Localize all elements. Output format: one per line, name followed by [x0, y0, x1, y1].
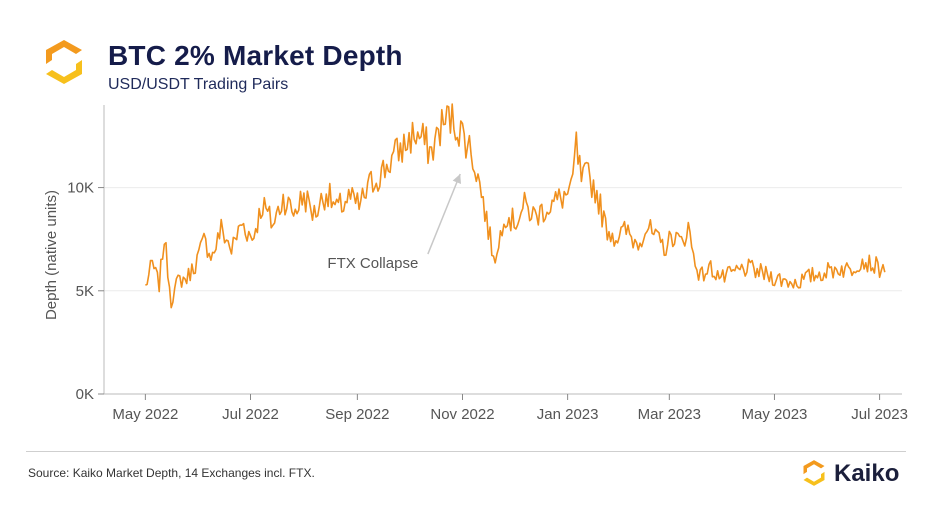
gridlines — [104, 187, 902, 292]
y-tick-label: 0K — [76, 386, 94, 403]
x-tick-label: Jul 2022 — [222, 406, 279, 423]
y-tick-label: 5K — [76, 283, 94, 300]
kaiko-logo-icon — [46, 40, 82, 84]
axes — [103, 105, 902, 395]
brand-name: Kaiko — [834, 460, 900, 487]
footer-divider — [26, 451, 906, 452]
kaiko-hexagon-icon — [803, 460, 825, 486]
annotation-layer: FTX Collapse — [327, 173, 462, 272]
y-tick-labels: 0K 5K 10K — [67, 180, 104, 403]
x-tick-labels: May 2022 Jul 2022 Sep 2022 Nov 2022 Jan 2023… — [112, 394, 908, 423]
x-tick-label: Mar 2023 — [638, 406, 701, 423]
logo-orange-segment — [46, 40, 82, 64]
x-tick-label: Jul 2023 — [851, 406, 908, 423]
chart-title: BTC 2% Market Depth — [108, 40, 403, 71]
x-tick-label: Jan 2023 — [537, 406, 599, 423]
y-tick-label: 10K — [67, 180, 94, 197]
x-tick-label: May 2023 — [742, 406, 808, 423]
series-line-btc-depth — [145, 103, 886, 309]
logo-amber-segment — [46, 60, 82, 84]
annotation-arrow-head — [452, 173, 462, 185]
chart-subtitle: USD/USDT Trading Pairs — [108, 76, 289, 93]
x-tick-label: Nov 2022 — [430, 406, 494, 423]
source-note: Source: Kaiko Market Depth, 14 Exchanges… — [28, 466, 315, 480]
x-tick-label: May 2022 — [112, 406, 178, 423]
y-axis-label: Depth (native units) — [43, 190, 60, 320]
annotation-arrow-line — [427, 173, 461, 255]
annotation-ftx-collapse: FTX Collapse — [327, 255, 418, 272]
x-tick-label: Sep 2022 — [325, 406, 389, 423]
